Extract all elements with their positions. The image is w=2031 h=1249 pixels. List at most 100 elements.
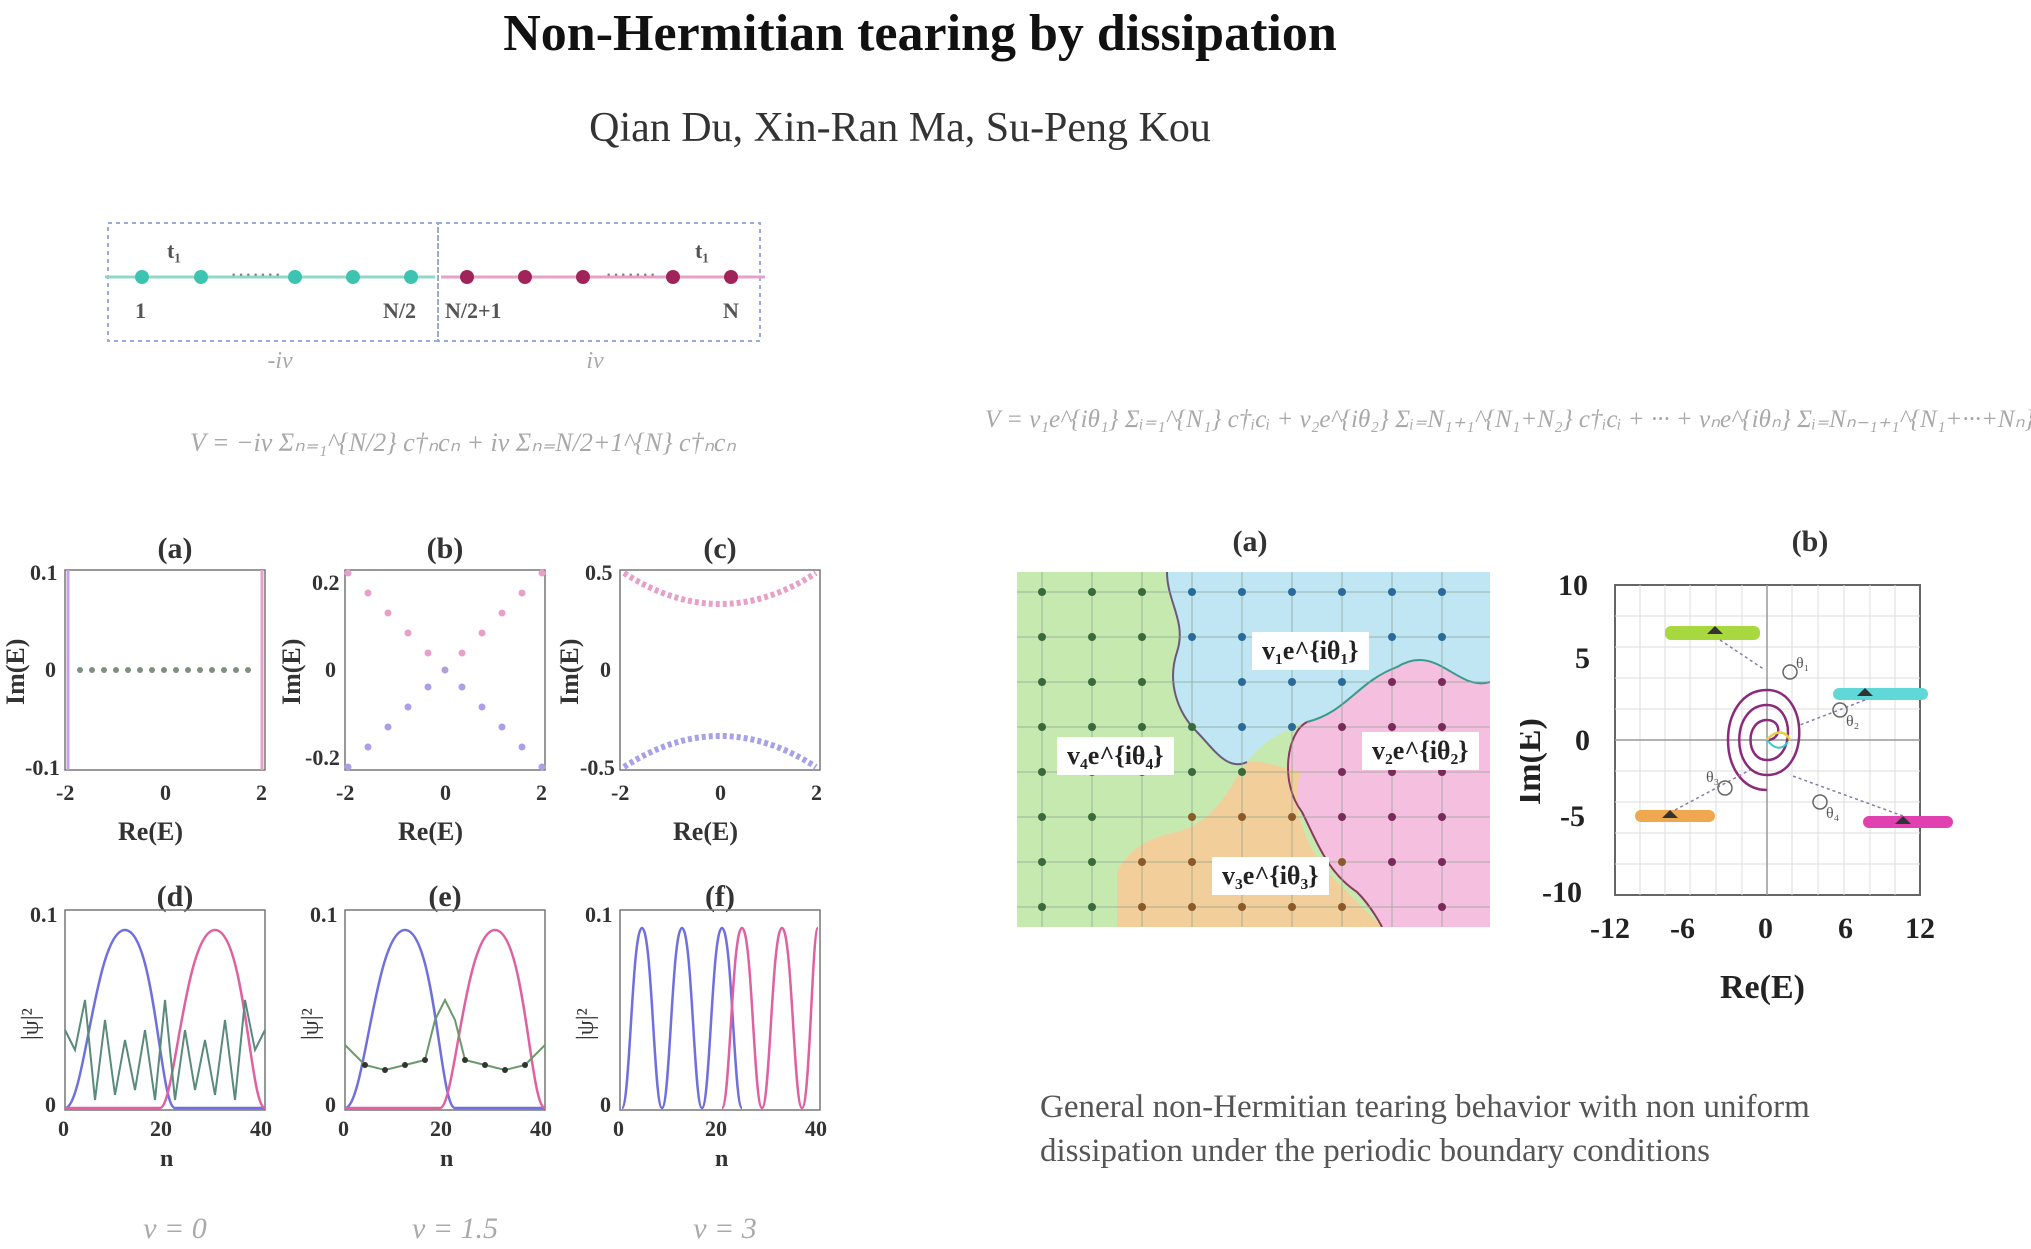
paper-title: Non-Hermitian tearing by dissipation <box>503 5 1337 62</box>
site-label-n2p1: N/2+1 <box>445 298 502 323</box>
v-label-f: v = 3 <box>693 1212 757 1245</box>
wf-f-xlabel: n <box>715 1146 728 1172</box>
panel-d-label: (d) <box>156 880 194 913</box>
panel-c-label: (c) <box>703 532 737 565</box>
spec-c-xtick-r: 2 <box>811 780 822 805</box>
spec-b-xtick-r: 2 <box>536 780 547 805</box>
eplot-ytick-m5: -5 <box>1560 800 1585 833</box>
spectra-row: 0.1 0 -0.1 -2 0 2 Re(E) Im(E) 0.2 0 -0.2… <box>1 560 822 846</box>
wavefunction-f: 0.1 0 0 20 40 n |ψ|² <box>573 902 827 1172</box>
wf-e-ytick-bot: 0 <box>325 1092 336 1117</box>
spectrum-a: 0.1 0 -0.1 -2 0 2 Re(E) Im(E) <box>1 560 267 846</box>
eplot-ytick-0: 0 <box>1575 724 1590 757</box>
figure-caption: General non-Hermitian tearing behavior w… <box>1040 1089 1810 1169</box>
spectrum-b: 0.2 0 -0.2 -2 0 2 Re(E) Im(E) <box>277 569 547 846</box>
spec-a-xtick-m: 0 <box>160 780 171 805</box>
spec-c-ylabel: Im(E) <box>555 639 584 705</box>
formula-right: V = v₁e^{iθ₁} Σᵢ₌₁^{N₁} c†ᵢcᵢ + v₂e^{iθ₂… <box>985 406 2031 433</box>
site-label-1: 1 <box>135 298 146 323</box>
hop-label-right: t₁ <box>695 238 709 263</box>
spec-b-xtick-l: -2 <box>336 780 354 805</box>
site-label-n: N <box>723 298 739 323</box>
wf-f-xtick-l: 0 <box>613 1116 624 1141</box>
wf-d-ytick-bot: 0 <box>45 1092 56 1117</box>
wf-d-xtick-m: 20 <box>150 1116 172 1141</box>
spec-b-ytick-mid: 0 <box>325 657 336 682</box>
spec-b-ytick-top: 0.2 <box>312 570 340 595</box>
spec-c-xtick-l: -2 <box>611 780 629 805</box>
panel-b-label: (b) <box>426 532 464 565</box>
wf-e-xtick-m: 20 <box>430 1116 452 1141</box>
wf-d-xlabel: n <box>160 1146 173 1172</box>
v-label-e: v = 1.5 <box>411 1212 499 1245</box>
spec-c-ytick-bot: -0.5 <box>580 755 615 780</box>
svg-text:·······: ······· <box>605 262 656 287</box>
wf-e-ytick-top: 0.1 <box>310 902 338 927</box>
wf-f-xtick-r: 40 <box>805 1116 827 1141</box>
right-panel-b-label: (b) <box>1791 525 1829 558</box>
lattice-diagram: ······· ······· t₁ t₁ 1 N/2 N/2+1 N <box>105 220 765 345</box>
v-label-d: v = 0 <box>143 1212 207 1245</box>
region-label-1: v₁e^{iθ₁} <box>1252 632 1369 670</box>
hop-label-left: t₁ <box>167 238 181 263</box>
eplot-ytick-m10: -10 <box>1542 876 1582 909</box>
spec-b-xlabel: Re(E) <box>398 817 463 846</box>
spec-a-ytick-top: 0.1 <box>30 560 58 585</box>
wf-d-xtick-r: 40 <box>250 1116 272 1141</box>
energy-plot: θ₁ θ₂ θ₃ θ₄ 10 5 0 -5 -10 -12 -6 0 6 12 … <box>1520 570 1953 1006</box>
left-sites <box>135 270 418 284</box>
spec-c-ytick-top: 0.5 <box>585 560 613 585</box>
region-label-4: v₄e^{iθ₄} <box>1057 737 1174 775</box>
wavefunction-d: 0.1 0 0 20 40 n |ψ|² <box>18 902 272 1172</box>
wavefunction-row: 0.1 0 0 20 40 n |ψ|² 0.1 0 0 20 40 n |ψ|… <box>18 902 827 1172</box>
eplot-ylabel: Im(E) <box>1520 718 1548 805</box>
spec-a-ylabel: Im(E) <box>1 639 30 705</box>
spec-b-ytick-bot: -0.2 <box>305 745 340 770</box>
wf-e-xlabel: n <box>440 1146 453 1172</box>
theta-label-2: θ₂ <box>1846 713 1859 730</box>
eplot-xtick-0: 0 <box>1758 912 1773 945</box>
spec-a-ytick-mid: 0 <box>45 657 56 682</box>
spec-c-xtick-m: 0 <box>715 780 726 805</box>
wf-d-ylabel: |ψ|² <box>18 1008 44 1040</box>
panel-a-label: (a) <box>157 532 193 565</box>
wavefunction-e: 0.1 0 0 20 40 n |ψ|² <box>298 902 552 1172</box>
theta-label-3: θ₃ <box>1706 769 1719 786</box>
region-label-2: v₂e^{iθ₂} <box>1362 732 1479 770</box>
right-sites <box>460 270 738 284</box>
eplot-ytick-5: 5 <box>1575 642 1590 675</box>
panel-e-label: (e) <box>428 880 462 913</box>
theta-label-4: θ₄ <box>1826 805 1840 822</box>
site-label-n2: N/2 <box>383 298 416 323</box>
right-panel-a-label: (a) <box>1232 525 1268 558</box>
region-map: v₁e^{iθ₁} v₂e^{iθ₂} v₃e^{iθ₃} v₄e^{iθ₄} <box>1017 571 1491 928</box>
wf-e-ylabel: |ψ|² <box>298 1008 324 1040</box>
diss-label-right: iv <box>586 348 604 374</box>
svg-text:·······: ······· <box>230 262 281 287</box>
wf-f-ytick-bot: 0 <box>600 1092 611 1117</box>
wf-f-xtick-m: 20 <box>705 1116 727 1141</box>
formula-left: V = −iv Σₙ₌₁^{N/2} c†ₙcₙ + iv Σₙ₌N/2+1^{… <box>190 428 736 457</box>
wf-f-ytick-top: 0.1 <box>585 902 613 927</box>
region-label-3: v₃e^{iθ₃} <box>1212 857 1329 895</box>
lattice-svg: ······· ······· <box>105 222 765 342</box>
wf-e-xtick-l: 0 <box>338 1116 349 1141</box>
wf-d-ytick-top: 0.1 <box>30 902 58 927</box>
spec-c-xlabel: Re(E) <box>673 817 738 846</box>
eplot-xtick-12: 12 <box>1905 912 1935 945</box>
spec-a-xtick-r: 2 <box>256 780 267 805</box>
spec-a-xtick-l: -2 <box>56 780 74 805</box>
eplot-xtick-m6: -6 <box>1670 912 1695 945</box>
spec-c-ytick-mid: 0 <box>600 657 611 682</box>
spec-a-ytick-bot: -0.1 <box>25 755 60 780</box>
panel-f-label: (f) <box>705 880 735 913</box>
wf-d-xtick-l: 0 <box>58 1116 69 1141</box>
eplot-xtick-6: 6 <box>1838 912 1853 945</box>
theta-label-1: θ₁ <box>1796 655 1809 672</box>
spec-b-xtick-m: 0 <box>440 780 451 805</box>
spec-a-xlabel: Re(E) <box>118 817 183 846</box>
spec-b-ylabel: Im(E) <box>277 639 306 705</box>
eplot-xtick-m12: -12 <box>1590 912 1630 945</box>
wf-e-xtick-r: 40 <box>530 1116 552 1141</box>
eplot-xlabel: Re(E) <box>1720 969 1805 1006</box>
